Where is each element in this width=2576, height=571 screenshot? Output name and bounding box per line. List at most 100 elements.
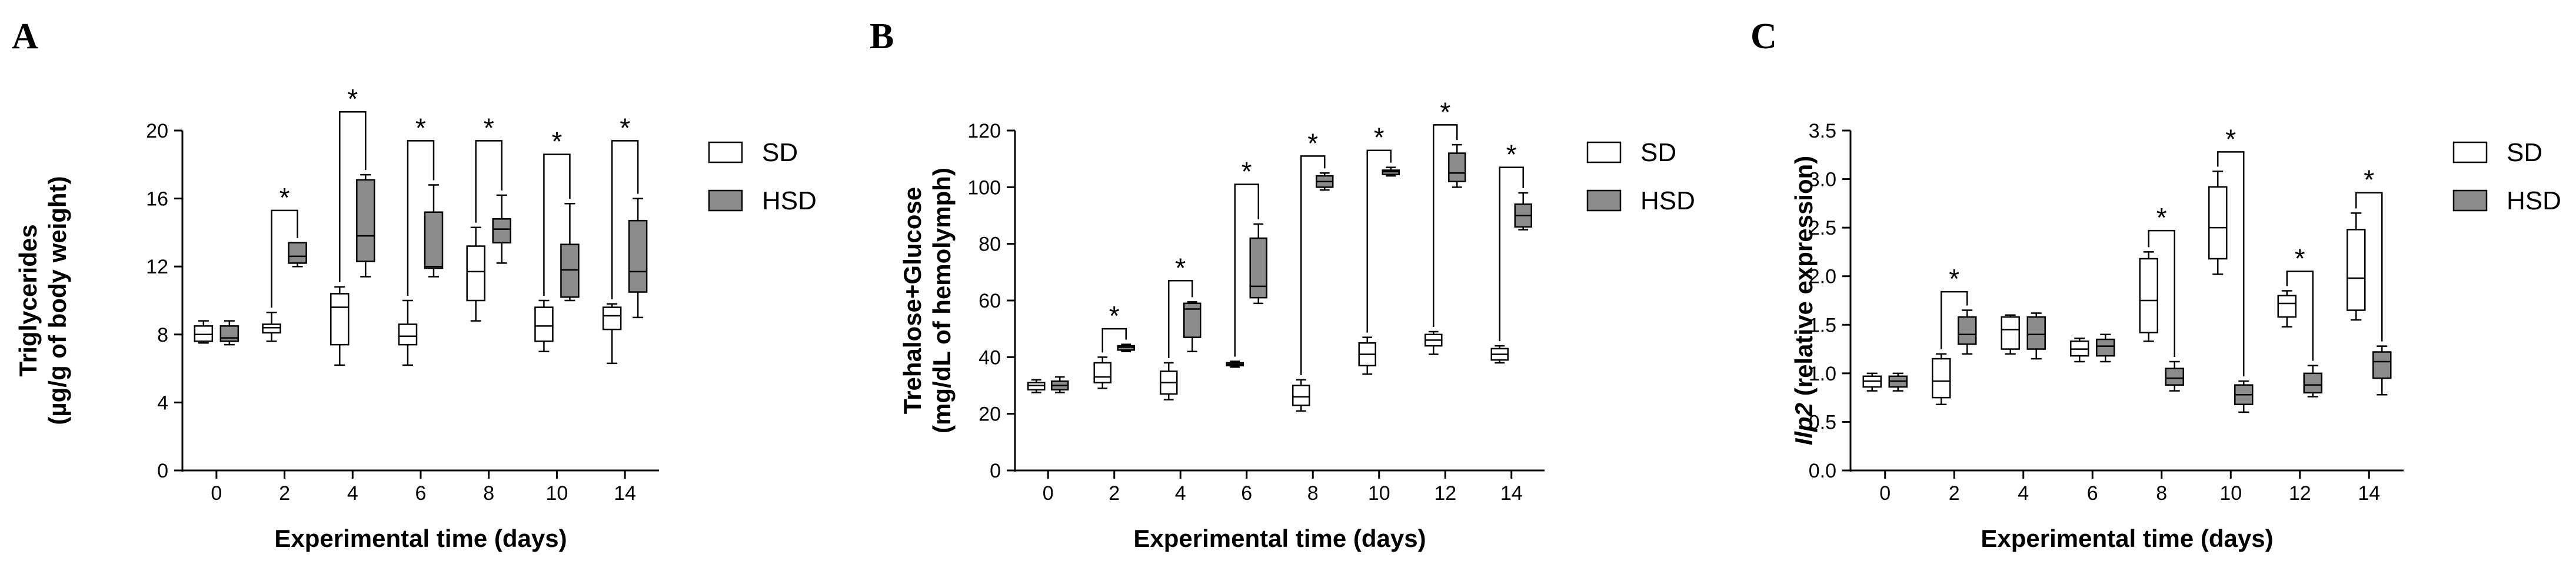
box-sd-8 xyxy=(466,226,485,322)
significance-bracket: * xyxy=(271,182,298,308)
box-hsd-4 xyxy=(2026,312,2046,360)
y-tick-label: 12 xyxy=(146,256,168,278)
box-hsd-4 xyxy=(356,173,375,278)
significance-star: * xyxy=(2295,243,2305,273)
box-iqr xyxy=(262,323,281,334)
significance-star: * xyxy=(2364,165,2374,195)
significance-bracket: * xyxy=(2286,243,2314,361)
panel-letter: B xyxy=(870,16,894,56)
box-iqr xyxy=(2208,186,2228,260)
box-iqr xyxy=(628,219,648,293)
x-tick-label: 0 xyxy=(1043,482,1054,505)
y-tick-label: 8 xyxy=(157,324,168,346)
box-hsd-10 xyxy=(1382,166,1400,177)
legend-swatch xyxy=(708,189,743,212)
significance-bracket: * xyxy=(1499,139,1524,342)
legend-swatch xyxy=(2452,141,2488,163)
legend-label: SD xyxy=(2507,138,2542,167)
legend-item-sd: SD xyxy=(2452,138,2542,167)
significance-bracket: * xyxy=(1101,300,1127,353)
significance-star: * xyxy=(1949,263,1959,294)
bracket-line xyxy=(475,140,502,223)
legend-label: SD xyxy=(762,138,798,167)
significance-star: * xyxy=(620,112,630,143)
y-tick-label: 2.5 xyxy=(1809,217,1836,239)
significance-star: * xyxy=(1175,252,1186,283)
box-hsd-0 xyxy=(1051,376,1069,393)
box-hsd-12 xyxy=(2303,365,2322,398)
x-tick-label: 0 xyxy=(1879,482,1891,505)
legend-label: HSD xyxy=(762,186,817,215)
y-axis-title: Ilp2 (relative expression) xyxy=(1790,156,1818,446)
box-iqr xyxy=(194,325,214,342)
legend-swatch xyxy=(1586,141,1622,163)
y-tick-label: 60 xyxy=(979,290,1001,312)
legend-swatch xyxy=(2452,189,2488,212)
significance-star: * xyxy=(347,84,358,114)
y-tick-label: 1.0 xyxy=(1809,363,1836,385)
box-iqr xyxy=(1448,152,1466,182)
bracket-line xyxy=(1941,290,1968,349)
bracket-line xyxy=(1168,280,1193,358)
box-sd-12 xyxy=(1425,330,1443,355)
bracket-line xyxy=(543,153,571,296)
significance-bracket: * xyxy=(543,126,571,296)
x-tick-label: 14 xyxy=(1500,482,1523,505)
significance-bracket: * xyxy=(2148,202,2175,358)
box-sd-4 xyxy=(330,286,350,366)
box-iqr xyxy=(2277,295,2297,318)
y-tick-label: 16 xyxy=(146,188,168,211)
x-axis-title: Experimental time (days) xyxy=(1981,525,2273,552)
bracket-line xyxy=(2286,271,2314,361)
box-sd-0 xyxy=(1027,379,1046,393)
bracket-line xyxy=(1234,183,1259,357)
y-tick-label: 1.5 xyxy=(1809,314,1836,336)
box-iqr xyxy=(1093,362,1111,383)
box-hsd-6 xyxy=(424,184,444,278)
significance-bracket: * xyxy=(1941,263,1968,349)
box-sd-10 xyxy=(534,299,554,352)
legend-item-hsd: HSD xyxy=(2452,186,2561,215)
box-iqr xyxy=(1958,316,1977,345)
box-sd-2 xyxy=(262,311,281,342)
y-axis-title-line: (mg/dL of hemolymph) xyxy=(928,168,956,433)
bracket-line xyxy=(2217,151,2245,377)
significance-bracket: * xyxy=(1433,96,1458,327)
box-iqr xyxy=(1292,385,1310,406)
box-iqr xyxy=(1932,358,1951,399)
box-iqr xyxy=(2026,316,2046,350)
box-hsd-14 xyxy=(1514,192,1532,231)
panel-b: B 0 20 40 60 80 100 120 0 2 4 6 8 10 12 14 Experimental … xyxy=(870,16,1695,552)
significance-bracket: * xyxy=(1366,122,1392,333)
x-tick-label: 8 xyxy=(483,482,494,505)
y-tick-label: 3.5 xyxy=(1809,120,1836,142)
box-sd-6 xyxy=(1226,360,1244,368)
box-sd-0 xyxy=(1862,372,1882,392)
box-hsd-10 xyxy=(560,203,580,302)
box-hsd-8 xyxy=(2165,360,2184,392)
significance-star: * xyxy=(1506,139,1517,170)
x-tick-label: 10 xyxy=(2219,482,2242,505)
panel-c: C 0.0 0.5 1.0 1.5 2.0 2.5 3.0 3.5 0 2 4 6 8 10 12 14 Expe… xyxy=(1750,16,2561,552)
box-sd-4 xyxy=(1160,362,1178,400)
box-iqr xyxy=(2139,258,2158,333)
x-tick-label: 6 xyxy=(415,482,427,505)
x-tick-label: 0 xyxy=(211,482,222,505)
significance-bracket: * xyxy=(2217,123,2245,377)
box-sd-6 xyxy=(2070,338,2089,363)
significance-star: * xyxy=(1109,300,1120,331)
significance-star: * xyxy=(415,112,426,143)
box-sd-8 xyxy=(2139,251,2158,342)
significance-star: * xyxy=(1440,96,1450,127)
x-tick-label: 8 xyxy=(1307,482,1319,505)
panel-letter: C xyxy=(1750,16,1777,56)
x-tick-label: 14 xyxy=(2358,482,2380,505)
box-hsd-2 xyxy=(1958,309,1977,355)
box-hsd-8 xyxy=(492,194,511,264)
box-iqr xyxy=(2096,338,2115,357)
x-tick-label: 6 xyxy=(1241,482,1252,505)
bracket-line xyxy=(1300,155,1326,375)
box-sd-12 xyxy=(2277,290,2297,328)
box-sd-6 xyxy=(398,299,418,366)
x-axis-title: Experimental time (days) xyxy=(274,525,567,552)
